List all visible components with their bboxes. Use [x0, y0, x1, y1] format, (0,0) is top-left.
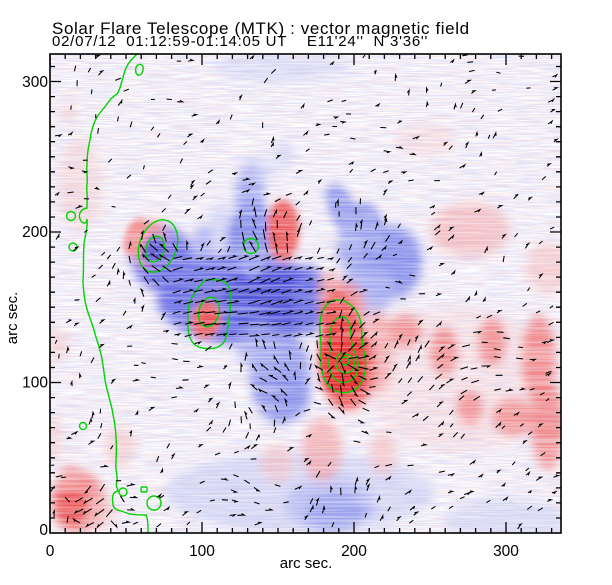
svg-text:200: 200: [22, 224, 48, 241]
svg-text:100: 100: [22, 375, 48, 392]
svg-text:200: 200: [341, 543, 367, 560]
svg-text:300: 300: [493, 543, 519, 560]
svg-text:Solar Flare Telescope (MTK) :: Solar Flare Telescope (MTK) : vector mag…: [52, 19, 470, 38]
svg-text:0: 0: [39, 522, 48, 539]
svg-text:arc sec.: arc sec.: [280, 555, 333, 572]
svg-text:300: 300: [22, 74, 48, 91]
svg-text:arc sec.: arc sec.: [4, 292, 21, 345]
svg-text:100: 100: [189, 543, 215, 560]
svg-text:02/07/12 01:12:59-01:14:05 UT: 02/07/12 01:12:59-01:14:05 UT E11'24'' N…: [52, 33, 428, 50]
svg-text:0: 0: [46, 543, 55, 560]
